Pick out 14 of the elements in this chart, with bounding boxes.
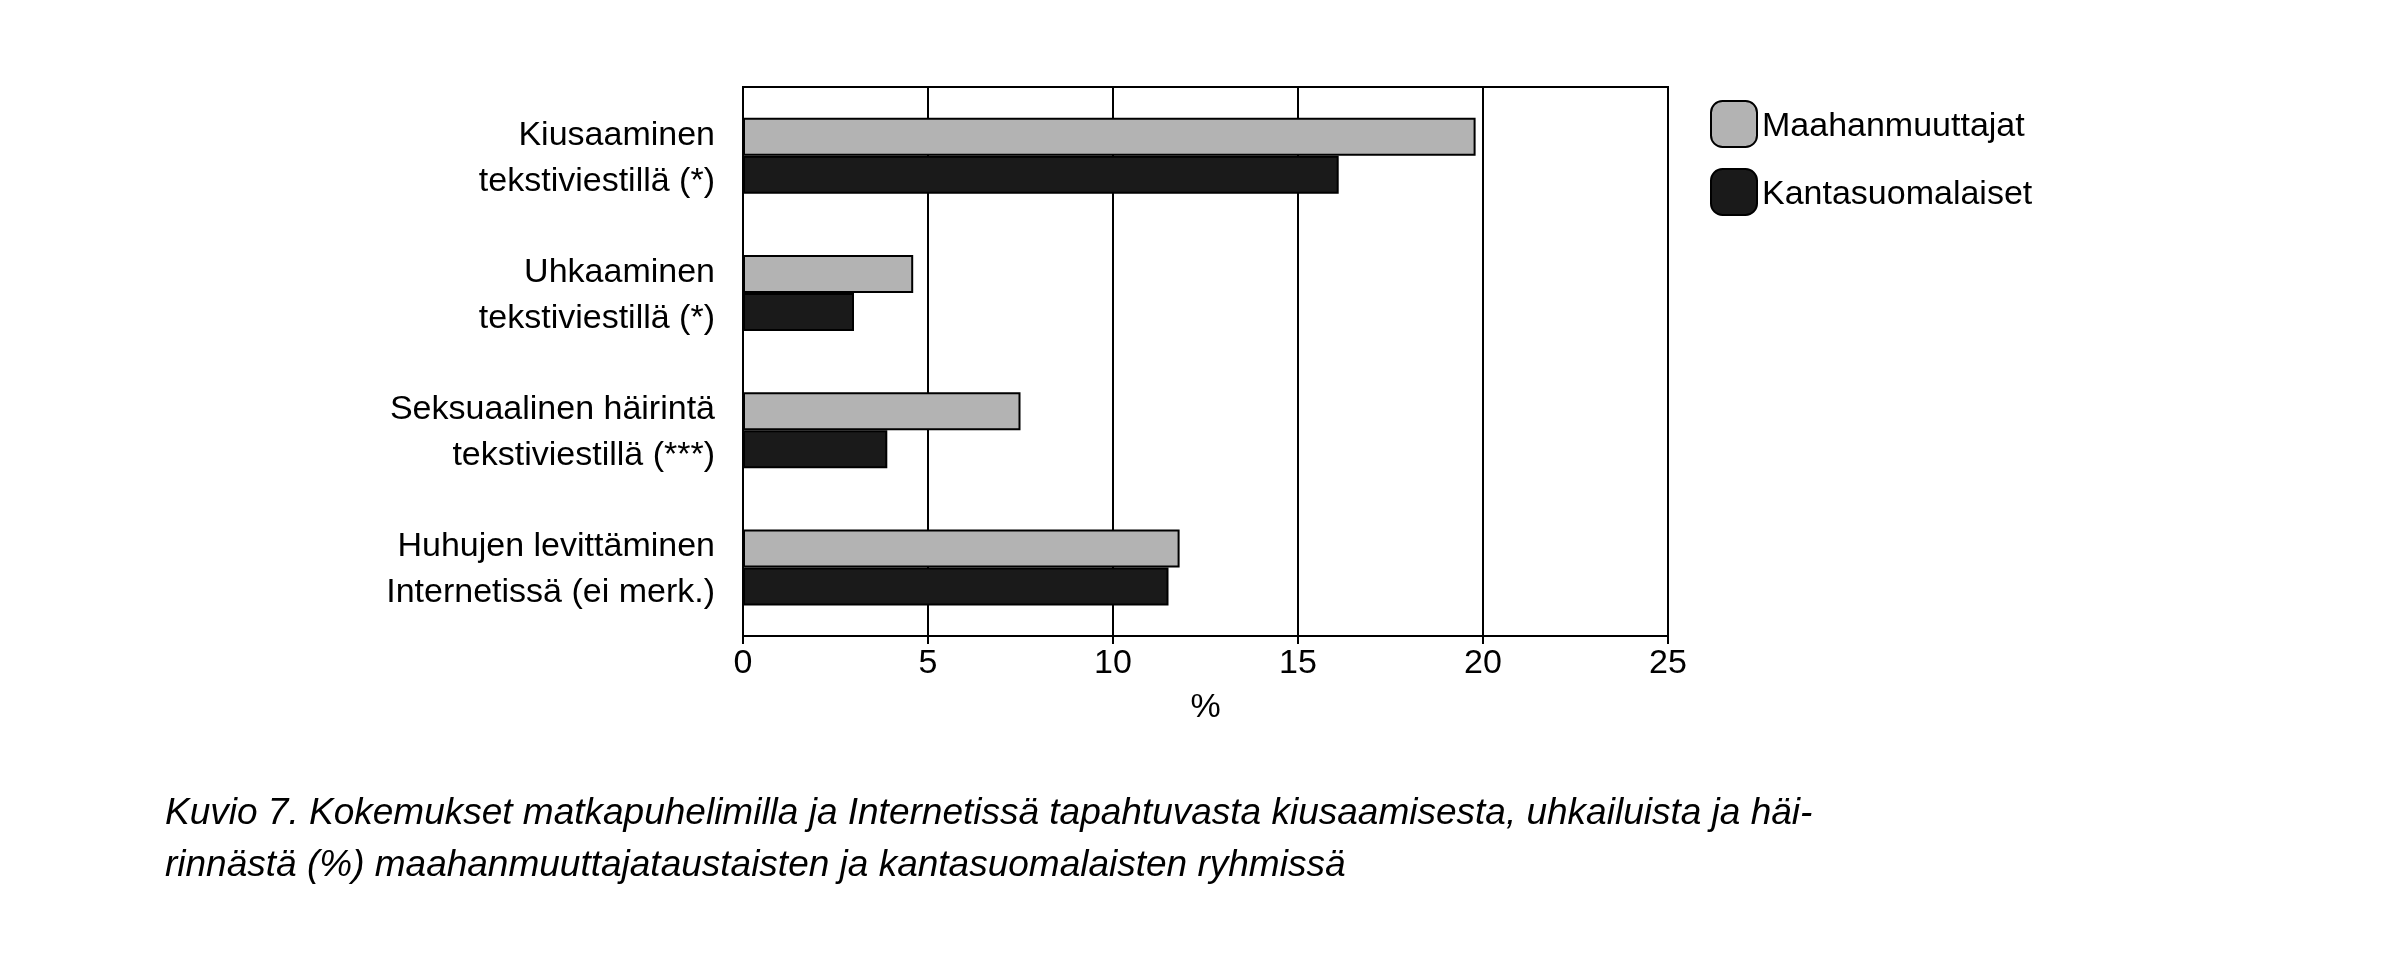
- y-tick-label: Kiusaaminen tekstiviestillä (*): [478, 113, 715, 198]
- y-tick-label: Seksuaalinen häirintä tekstiviestillä (***): [389, 388, 716, 473]
- text: Kuvio 7. Kokemukset matkapuhelimilla ja Internetissä tapahtuvasta kiusaamisesta, uhkailuista ja häi- rinnästä (%) maahanmuuttajataustaisten ja kantasuomalaisten ryhmissä: [165, 790, 1813, 884]
- legend-label: Kantasuomalaiset: [1762, 173, 2033, 211]
- x-tick-label: 20: [1464, 642, 1502, 680]
- x-tick-label: 5: [918, 642, 938, 680]
- x-tick-label: 25: [1649, 642, 1687, 680]
- legend-label: Maahanmuuttajat: [1762, 105, 2026, 143]
- x-tick-label: 15: [1279, 642, 1317, 680]
- y-tick-label: Uhkaaminen tekstiviestillä (*): [478, 250, 715, 335]
- x-tick-label: 10: [1094, 642, 1132, 680]
- x-axis-title: %: [1190, 686, 1221, 724]
- x-tick-label: 0: [733, 642, 753, 680]
- y-tick-label: Huhujen levittäminen Internetissä (ei merk.): [386, 525, 715, 610]
